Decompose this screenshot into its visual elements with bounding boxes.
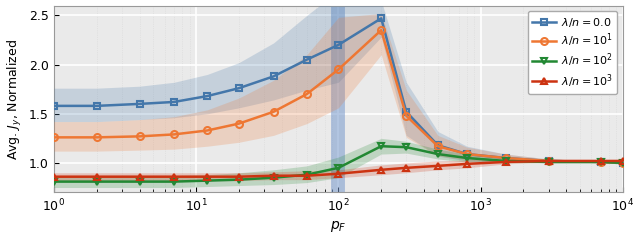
$\lambda/n = 0.0$ [463,153,470,156]
Line: $\lambda/n = 10^1$: $\lambda/n = 10^1$ [51,27,627,166]
$\lambda/n = 0.0$ [335,43,342,46]
$\lambda/n = 10^1$ [545,160,552,162]
$\lambda/n = 10^3$ [502,161,509,163]
$\lambda/n = 10^2$ [269,176,277,179]
Line: $\lambda/n = 10^3$: $\lambda/n = 10^3$ [51,157,627,180]
$\lambda/n = 0.0$ [136,102,143,105]
Legend: $\lambda/n = 0.0$, $\lambda/n = 10^1$, $\lambda/n = 10^2$, $\lambda/n = 10^3$: $\lambda/n = 0.0$, $\lambda/n = 10^1$, $… [527,11,618,94]
$\lambda/n = 10^3$ [403,166,410,169]
$\lambda/n = 10^2$ [434,153,442,156]
$\lambda/n = 10^3$ [545,160,552,162]
$\lambda/n = 10^2$ [303,173,310,176]
$\lambda/n = 0.0$ [597,161,605,163]
$\lambda/n = 10^2$ [619,162,627,164]
$\lambda/n = 10^1$ [269,110,277,113]
$\lambda/n = 10^2$ [403,146,410,149]
$\lambda/n = 10^3$ [170,175,178,178]
$\lambda/n = 0.0$ [434,144,442,147]
$\lambda/n = 10^1$ [136,135,143,138]
$\lambda/n = 10^2$ [335,166,342,169]
Line: $\lambda/n = 10^2$: $\lambda/n = 10^2$ [51,143,627,185]
$\lambda/n = 10^2$ [502,160,509,162]
$\lambda/n = 0.0$ [378,17,385,20]
$\lambda/n = 0.0$ [303,58,310,61]
$\lambda/n = 0.0$ [502,156,509,159]
$\lambda/n = 10^3$ [235,175,243,178]
$\lambda/n = 10^1$ [463,153,470,156]
$\lambda/n = 10^3$ [204,175,211,178]
$\lambda/n = 0.0$ [545,160,552,162]
$\lambda/n = 10^1$ [204,129,211,132]
$\lambda/n = 10^1$ [93,136,100,139]
$\lambda/n = 10^2$ [204,179,211,182]
Y-axis label: Avg. $J_y$, Normalized: Avg. $J_y$, Normalized [6,38,24,160]
$\lambda/n = 10^2$ [170,180,178,183]
$\lambda/n = 10^1$ [403,114,410,117]
Line: $\lambda/n = 0.0$: $\lambda/n = 0.0$ [51,15,627,166]
$\lambda/n = 10^3$ [463,162,470,165]
$\lambda/n = 10^1$ [335,68,342,71]
$\lambda/n = 10^3$ [303,174,310,177]
$\lambda/n = 10^3$ [597,160,605,162]
$\lambda/n = 10^2$ [463,156,470,159]
$\lambda/n = 0.0$ [269,75,277,78]
$\lambda/n = 10^2$ [136,180,143,183]
$\lambda/n = 10^3$ [434,164,442,167]
$\lambda/n = 10^3$ [619,160,627,162]
$\lambda/n = 10^1$ [434,145,442,148]
$\lambda/n = 0.0$ [619,162,627,164]
$\lambda/n = 10^3$ [269,174,277,177]
$\lambda/n = 10^2$ [597,161,605,163]
$\lambda/n = 10^2$ [50,180,58,183]
$\lambda/n = 0.0$ [170,101,178,103]
$\lambda/n = 10^1$ [597,161,605,163]
$\lambda/n = 0.0$ [235,87,243,90]
$\lambda/n = 10^2$ [93,180,100,183]
$\lambda/n = 10^3$ [136,175,143,178]
$\lambda/n = 0.0$ [93,104,100,107]
$\lambda/n = 10^1$ [378,29,385,32]
$\lambda/n = 10^3$ [335,172,342,175]
$\lambda/n = 10^3$ [378,168,385,171]
$\lambda/n = 10^2$ [235,178,243,181]
$\lambda/n = 10^1$ [502,156,509,159]
$\lambda/n = 10^3$ [50,175,58,178]
$\lambda/n = 10^1$ [303,93,310,96]
$\lambda/n = 0.0$ [50,104,58,107]
$\lambda/n = 10^3$ [93,175,100,178]
$\lambda/n = 0.0$ [204,95,211,97]
$\lambda/n = 10^2$ [378,145,385,148]
$\lambda/n = 10^1$ [619,162,627,164]
$\lambda/n = 10^1$ [170,133,178,136]
$\lambda/n = 0.0$ [403,110,410,113]
X-axis label: $p_F$: $p_F$ [330,219,347,234]
$\lambda/n = 10^1$ [235,122,243,125]
$\lambda/n = 10^1$ [50,136,58,139]
$\lambda/n = 10^2$ [545,161,552,163]
